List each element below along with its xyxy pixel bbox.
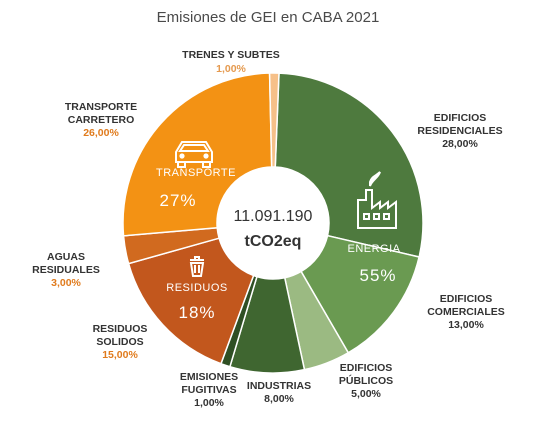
label-name: EDIFICIOS xyxy=(440,293,493,305)
label-name: EDIFICIOS xyxy=(340,362,393,374)
group-name-transporte: TRANSPORTE xyxy=(156,167,236,179)
factory-icon xyxy=(357,171,397,229)
label-name: TRENES Y SUBTES xyxy=(182,49,280,61)
label-value: 1,00% xyxy=(194,397,224,409)
label-name: COMERCIALES xyxy=(427,306,505,318)
label-name: RESIDUOS xyxy=(93,323,148,335)
label-residuos-solidos: RESIDUOS SOLIDOS 15,00% xyxy=(93,323,148,361)
label-name: TRANSPORTE xyxy=(65,101,137,113)
chart-title: Emisiones de GEI en CABA 2021 xyxy=(157,9,380,26)
group-pct-transporte: 27% xyxy=(159,191,196,210)
label-value: 13,00% xyxy=(448,319,484,331)
label-value: 5,00% xyxy=(351,388,381,400)
label-emisiones-fugitivas: EMISIONES FUGITIVAS 1,00% xyxy=(180,371,238,409)
label-edificios-publicos: EDIFICIOS PÚBLICOS 5,00% xyxy=(339,362,393,400)
label-name: EMISIONES xyxy=(180,371,238,383)
label-name: FUGITIVAS xyxy=(181,384,236,396)
label-name: INDUSTRIAS xyxy=(247,380,311,392)
group-name-energia: ENERGIA xyxy=(347,243,400,255)
label-aguas-residuales: AGUAS RESIDUALES 3,00% xyxy=(32,251,100,289)
label-value: 15,00% xyxy=(102,349,138,361)
label-industrias: INDUSTRIAS 8,00% xyxy=(247,380,311,405)
outer-labels: EDIFICIOS RESIDENCIALES 28,00% EDIFICIOS C… xyxy=(32,49,505,409)
center-total: 11.091.190 xyxy=(234,208,313,225)
label-name: EDIFICIOS xyxy=(434,112,487,124)
label-name: PÚBLICOS xyxy=(339,374,393,387)
trash-can-icon xyxy=(189,256,205,277)
group-pct-residuos: 18% xyxy=(178,303,215,322)
label-value: 8,00% xyxy=(264,393,294,405)
center-unit: tCO2eq xyxy=(245,233,302,250)
label-name: RESIDENCIALES xyxy=(417,125,502,137)
label-trenes-y-subtes: TRENES Y SUBTES 1,00% xyxy=(182,49,280,75)
group-name-residuos: RESIDUOS xyxy=(166,282,227,294)
group-pct-energia: 55% xyxy=(359,266,396,285)
group-labels: ENERGIA 55% RESIDUOS 18% TRANSPORTE 27% xyxy=(156,167,400,322)
label-value: 1,00% xyxy=(216,63,246,75)
label-name: RESIDUALES xyxy=(32,264,100,276)
label-edificios-comerciales: EDIFICIOS COMERCIALES 13,00% xyxy=(427,293,505,331)
label-transporte-carretero: TRANSPORTE CARRETERO 26,00% xyxy=(65,101,137,139)
label-value: 28,00% xyxy=(442,138,478,150)
label-name: AGUAS xyxy=(47,251,85,263)
label-name: CARRETERO xyxy=(68,114,135,126)
label-value: 26,00% xyxy=(83,127,119,139)
label-value: 3,00% xyxy=(51,277,81,289)
donut-hole xyxy=(217,167,329,279)
car-icon xyxy=(175,141,213,168)
label-name: SOLIDOS xyxy=(96,336,143,348)
donut-slices xyxy=(122,72,424,374)
label-edificios-residenciales: EDIFICIOS RESIDENCIALES 28,00% xyxy=(417,112,502,150)
